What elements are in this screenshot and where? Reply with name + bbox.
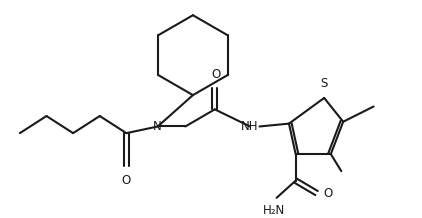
Text: O: O bbox=[323, 187, 333, 199]
Text: H₂N: H₂N bbox=[262, 204, 285, 218]
Text: O: O bbox=[122, 174, 131, 187]
Text: S: S bbox=[320, 77, 328, 90]
Text: O: O bbox=[211, 68, 220, 81]
Text: N: N bbox=[153, 120, 162, 133]
Text: NH: NH bbox=[241, 120, 259, 133]
